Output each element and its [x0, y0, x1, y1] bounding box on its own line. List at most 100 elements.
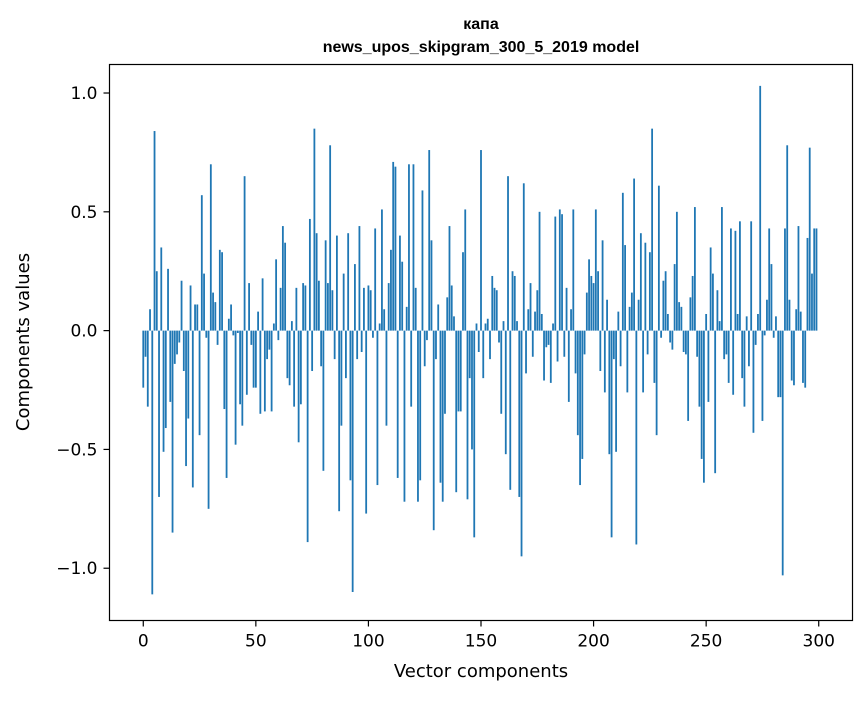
bar [572, 209, 575, 331]
bar [365, 330, 368, 514]
bar [227, 318, 230, 331]
bar [531, 330, 534, 357]
bar [588, 259, 590, 331]
bar [563, 330, 566, 357]
bar [360, 330, 363, 352]
bar [306, 330, 309, 543]
bar [707, 330, 710, 402]
bar [363, 287, 365, 331]
bar [594, 209, 597, 331]
bar [180, 280, 183, 331]
bar [160, 247, 163, 331]
bar [261, 278, 264, 331]
bar [732, 330, 735, 395]
bar [396, 330, 399, 478]
bar [270, 330, 273, 412]
bar [766, 299, 768, 331]
bar [547, 330, 550, 345]
bar [599, 330, 602, 372]
bar [498, 330, 500, 343]
bar [239, 330, 241, 405]
bar [209, 164, 212, 331]
bar [401, 261, 404, 331]
bar [263, 330, 266, 412]
bar [462, 252, 464, 331]
bar [149, 309, 151, 331]
x-tick-label: 50 [245, 632, 267, 652]
bar [284, 242, 287, 331]
bar [804, 330, 807, 388]
bar [191, 330, 194, 488]
bar [752, 330, 755, 433]
bar [540, 313, 543, 331]
bar [486, 318, 489, 331]
bar [745, 316, 748, 331]
bar [495, 290, 498, 331]
bar [230, 304, 232, 331]
bar [775, 316, 777, 331]
bar [421, 190, 424, 331]
bar [484, 323, 487, 331]
bar [477, 330, 480, 352]
x-tick-label: 0 [138, 632, 149, 652]
bar [169, 330, 172, 402]
bar [657, 185, 660, 331]
bar [288, 330, 291, 386]
bar [662, 280, 665, 331]
bar [387, 283, 390, 331]
bar [703, 330, 705, 483]
bar [281, 226, 284, 331]
bar [646, 330, 649, 355]
bar [549, 330, 552, 383]
bar [453, 316, 455, 331]
bar [250, 330, 253, 345]
bar [374, 228, 377, 331]
bar [480, 150, 482, 331]
bar [619, 330, 622, 367]
bar [741, 330, 744, 379]
bar [351, 330, 354, 592]
bar [570, 309, 572, 331]
bar [543, 330, 545, 381]
bar [754, 330, 757, 345]
bar [579, 330, 581, 486]
bar [513, 275, 516, 331]
bar [408, 164, 410, 331]
bar [376, 330, 379, 486]
bar [700, 330, 703, 459]
bar [405, 306, 408, 331]
bar [412, 164, 415, 331]
bar [529, 283, 532, 331]
bar [815, 228, 818, 331]
bar [504, 330, 507, 455]
bar [293, 330, 296, 407]
bar [520, 330, 523, 557]
bar [489, 330, 491, 360]
bar [635, 330, 638, 545]
bar [354, 264, 356, 331]
bar [367, 285, 370, 331]
x-tick-label: 300 [803, 632, 835, 652]
bar [743, 330, 746, 407]
bar [790, 330, 793, 381]
bar [173, 330, 176, 364]
bar [669, 330, 672, 343]
bar [299, 330, 302, 405]
bar [252, 330, 255, 388]
bar [369, 290, 372, 331]
bar [444, 330, 446, 414]
bar [655, 330, 658, 436]
bar [450, 285, 453, 331]
bar [534, 311, 536, 331]
bar [257, 311, 259, 331]
bar [297, 330, 300, 443]
bar [725, 330, 728, 355]
bar [218, 249, 221, 331]
bar [660, 330, 663, 338]
bar [455, 330, 458, 493]
bar [394, 166, 397, 331]
bar [347, 233, 350, 331]
bar [234, 330, 237, 445]
bar [491, 275, 494, 331]
